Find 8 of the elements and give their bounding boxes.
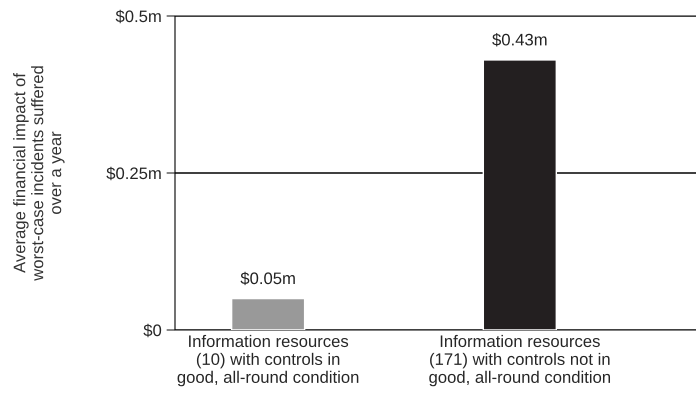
data-label: $0.05m (240, 272, 295, 286)
y-tick-label: $0.5m (116, 10, 161, 24)
y-tick-label: $0 (143, 324, 162, 338)
y-axis-title: Average financial impact of worst-case incidents suffered over a year (13, 66, 65, 281)
x-tick-label: Information resources (10) with controls in good, all-round condition (178, 334, 358, 386)
data-label: $0.43m (492, 33, 547, 47)
y-tick-label: $0.25m (106, 166, 161, 180)
x-tick-label: Information resources (171) with controls not in good, all-round condition (429, 334, 610, 386)
